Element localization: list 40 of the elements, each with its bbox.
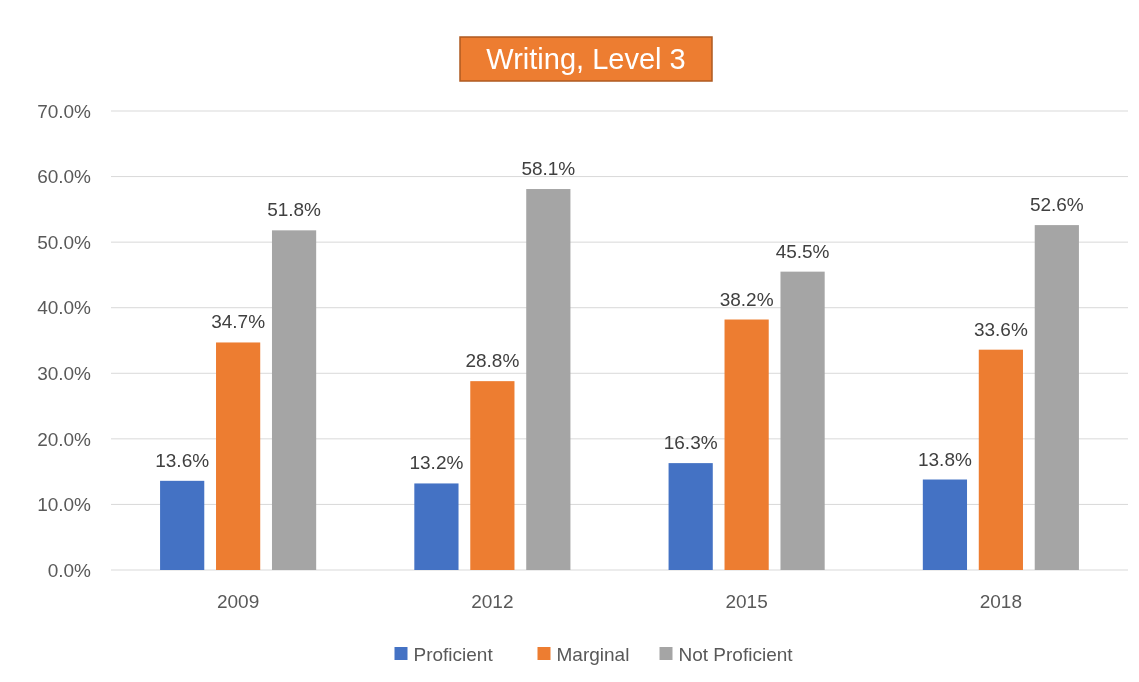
data-label: 38.2% xyxy=(719,288,774,310)
y-tick-label: 0.0% xyxy=(47,559,92,581)
legend-label: Marginal xyxy=(556,643,630,665)
bar xyxy=(470,381,515,570)
bar xyxy=(978,349,1023,570)
x-tick-label: 2009 xyxy=(216,591,260,612)
x-tick-label: 2018 xyxy=(979,591,1023,612)
bar xyxy=(160,480,205,570)
bar xyxy=(724,319,769,570)
legend-label: Not Proficient xyxy=(678,643,794,665)
data-label: 34.7% xyxy=(211,311,266,333)
y-tick-label: 40.0% xyxy=(37,297,92,319)
data-label: 13.2% xyxy=(409,452,464,474)
bar xyxy=(1034,225,1079,570)
data-label: 13.6% xyxy=(155,449,210,471)
data-label: 16.3% xyxy=(663,432,718,454)
data-label: 52.6% xyxy=(1029,194,1084,216)
chart-title: Writing, Level 3 xyxy=(486,43,686,76)
bar xyxy=(780,271,825,570)
legend-label: Proficient xyxy=(413,643,494,665)
bar xyxy=(922,479,968,570)
bar xyxy=(271,230,317,570)
y-tick-label: 20.0% xyxy=(37,428,92,450)
bar xyxy=(216,342,261,570)
x-tick-label: 2015 xyxy=(725,591,768,612)
data-label: 45.5% xyxy=(775,240,830,262)
y-tick-label: 50.0% xyxy=(37,231,92,253)
data-label: 13.8% xyxy=(917,448,972,470)
y-tick-label: 70.0% xyxy=(37,100,92,122)
data-label: 51.8% xyxy=(267,199,322,221)
y-tick-label: 60.0% xyxy=(37,166,92,188)
data-label: 28.8% xyxy=(465,350,520,372)
bar xyxy=(414,483,459,570)
y-tick-label: 10.0% xyxy=(37,494,92,516)
y-tick-label: 30.0% xyxy=(37,362,92,384)
bar xyxy=(526,189,571,570)
data-label: 33.6% xyxy=(973,318,1028,340)
bar xyxy=(668,463,713,570)
x-tick-label: 2012 xyxy=(471,591,514,612)
data-label: 58.1% xyxy=(521,158,576,180)
